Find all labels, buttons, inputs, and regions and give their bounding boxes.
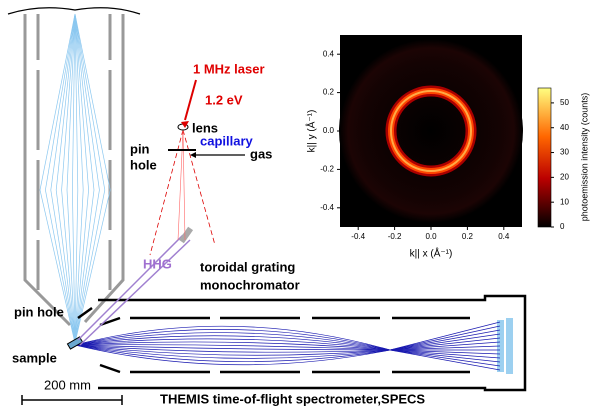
energy-label: 1.2 eV: [205, 92, 243, 107]
ray: [74, 13, 100, 344]
monochromator-label: toroidal grating: [200, 259, 295, 274]
y-tick-label: -0.4: [320, 203, 334, 212]
lens-label: lens: [192, 120, 218, 135]
ray: [39, 13, 76, 344]
gas-label: gas: [250, 146, 272, 161]
colorbar-tick-label: 20: [560, 172, 569, 181]
capillary-label: capillary: [200, 133, 254, 148]
ray: [74, 13, 89, 344]
ray: [74, 344, 501, 367]
y-tick-label: 0.2: [323, 88, 335, 97]
ray: [74, 329, 501, 351]
x-tick-label: 0.2: [462, 232, 474, 241]
ray: [74, 344, 501, 371]
x-tick-label: 0.4: [498, 232, 510, 241]
pinhole-label: pin: [130, 141, 150, 156]
x-tick-label: 0.0: [425, 232, 437, 241]
hhg-label: HHG: [143, 256, 172, 271]
ray: [74, 344, 501, 363]
ray: [74, 13, 79, 344]
colorbar-tick-label: 10: [560, 197, 569, 206]
ray: [74, 344, 501, 351]
ray: [45, 13, 76, 344]
column: [23, 14, 125, 327]
pinhole-label: pin hole: [14, 304, 64, 319]
ray: [66, 13, 76, 344]
ray: [72, 13, 76, 344]
apparatus: [7, 7, 552, 405]
ray: [74, 344, 501, 355]
monochromator-label: monochromator: [200, 277, 300, 292]
ray: [74, 13, 84, 344]
y-tick-label: 0.0: [323, 126, 335, 135]
ray: [50, 13, 76, 344]
x-tick-label: -0.4: [351, 232, 365, 241]
ray: [74, 13, 95, 344]
ray: [74, 344, 501, 359]
y-axis-label: k|| y (Å⁻¹): [305, 110, 318, 153]
ray: [74, 341, 501, 351]
ray: [74, 325, 501, 351]
spectrometer-label: THEMIS time-of-flight spectrometer,SPECS: [160, 391, 425, 406]
y-tick-label: -0.2: [320, 165, 334, 174]
colorbar-tick-label: 30: [560, 148, 569, 157]
laser-label: 1 MHz laser: [193, 61, 265, 76]
colorbar-label: photoemission intensity (counts): [579, 93, 589, 222]
column-top: [7, 7, 141, 15]
ray: [74, 13, 106, 344]
colorbar-tick-label: 0: [560, 222, 565, 231]
sample-label: sample: [12, 350, 57, 365]
colorbar-tick-label: 50: [560, 98, 569, 107]
pinhole-label: hole: [130, 157, 157, 172]
ray: [55, 13, 76, 344]
ray: [74, 344, 500, 351]
spectrometer: [77, 294, 527, 392]
ray: [74, 321, 501, 351]
ray: [74, 13, 111, 344]
scale-label: 200 mm: [44, 377, 91, 392]
y-tick-label: 0.4: [323, 49, 335, 58]
ray: [61, 13, 76, 344]
x-tick-label: -0.2: [388, 232, 402, 241]
x-axis-label: k|| x (Å⁻¹): [410, 247, 453, 260]
colorbar-tick-label: 40: [560, 123, 569, 132]
ray: [74, 337, 501, 351]
ray: [74, 333, 501, 351]
